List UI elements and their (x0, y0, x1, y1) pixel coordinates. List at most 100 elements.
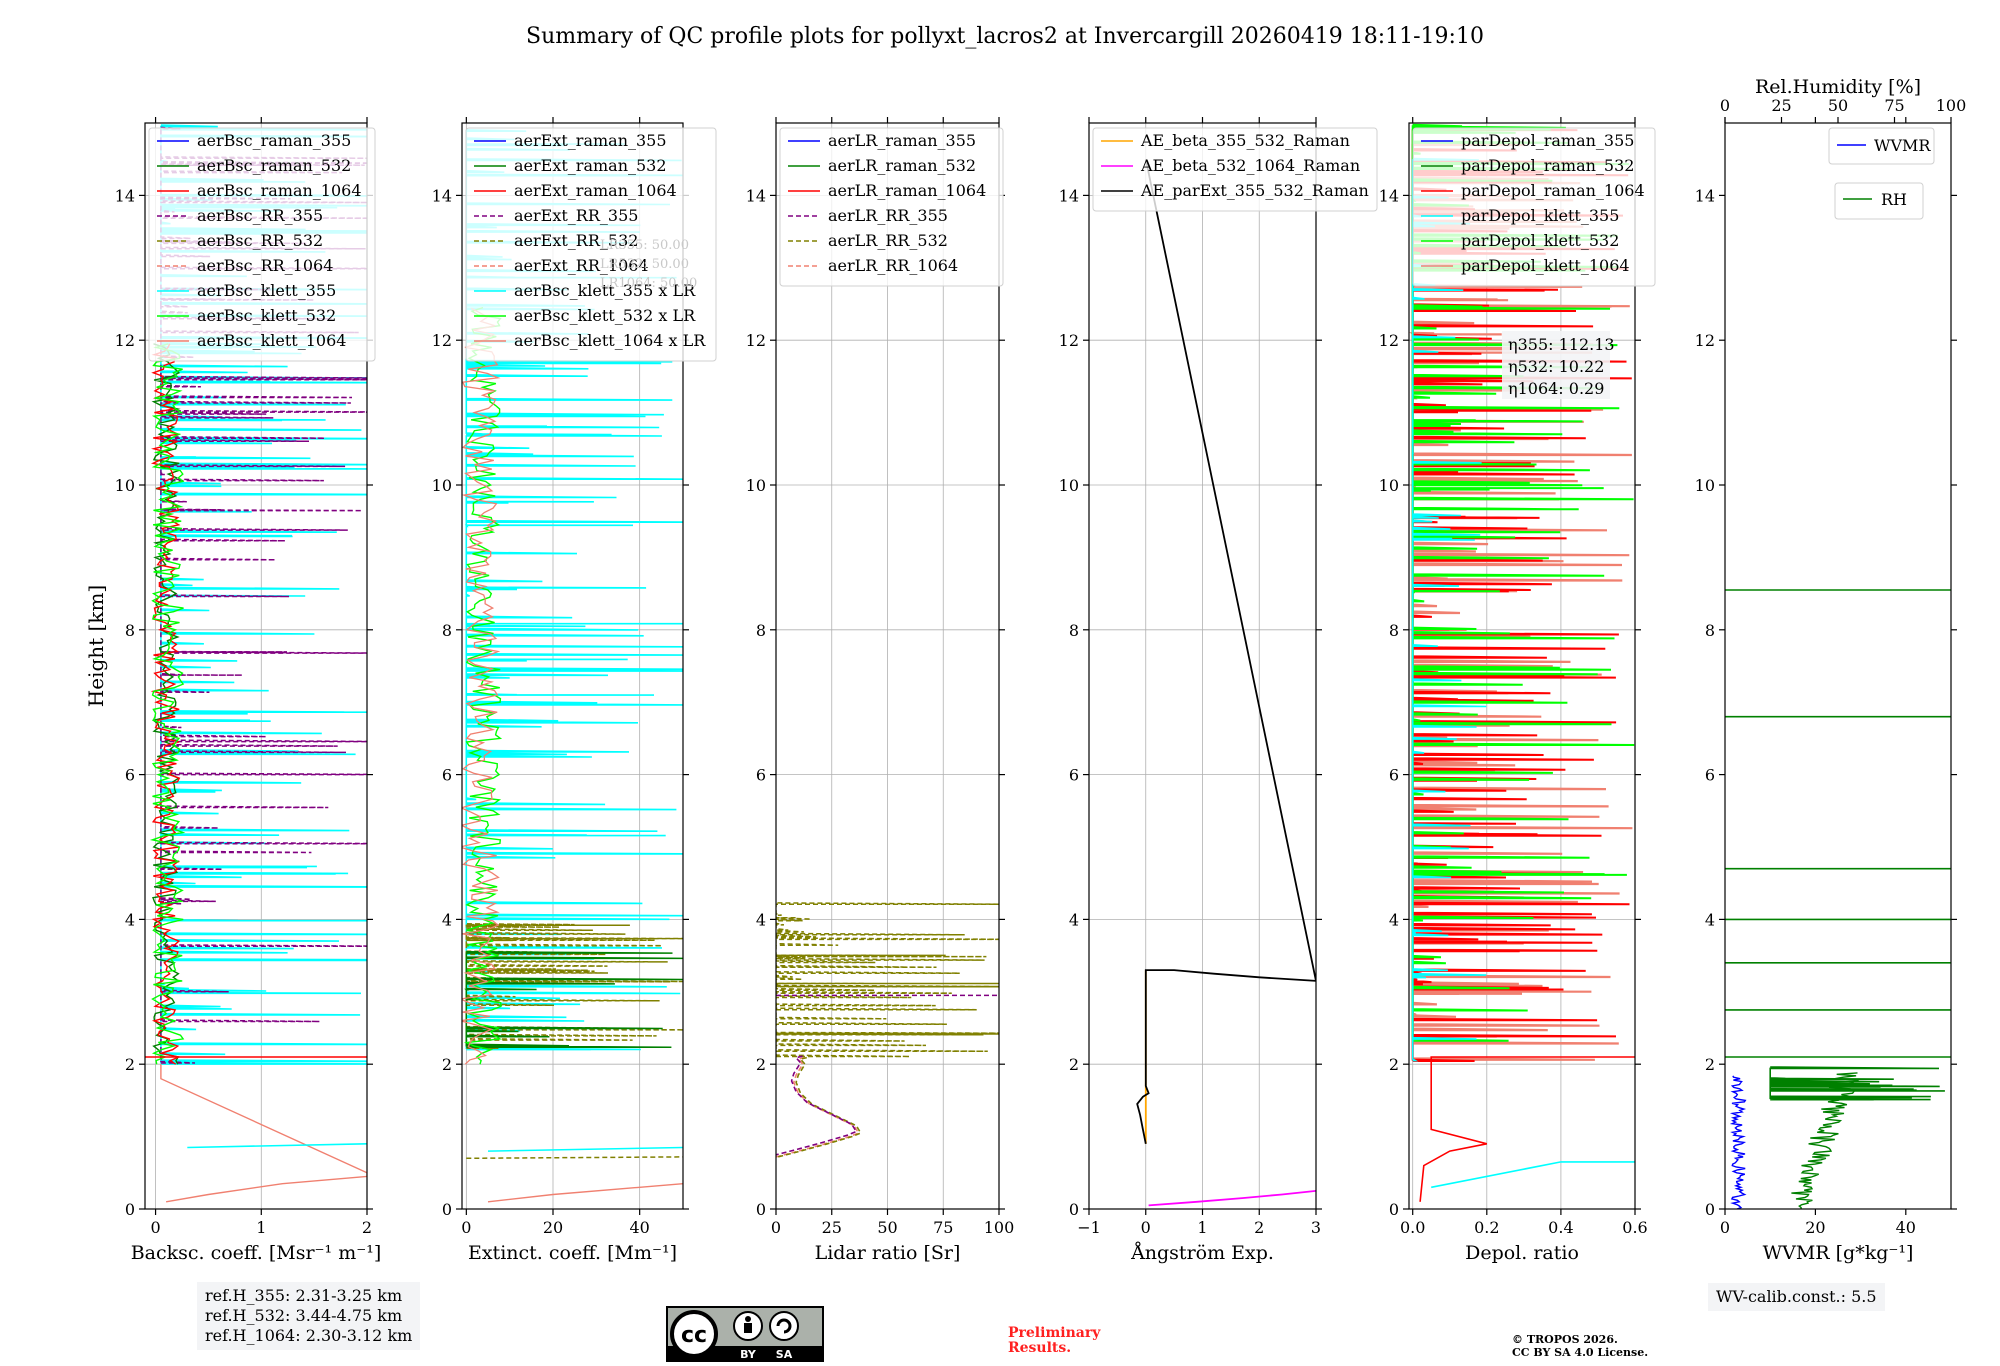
y-tick-label: 8 (442, 621, 452, 640)
lidar-ratio-note: LR1064: 50.00 (600, 276, 697, 291)
plot-area-lidar_ratio (776, 123, 999, 1209)
legend-lidar_ratio: aerLR_raman_355 aerLR_raman_532 aerLR_rama… (779, 127, 1004, 287)
legend-label: parDepol_raman_355 (1461, 131, 1634, 150)
wv-calib-text: WV-calib.const.: 5.5 (1716, 1287, 1877, 1306)
legend-label: RH (1881, 190, 1907, 209)
lidar-ratio-note: LR355: 50.00 (600, 238, 689, 253)
legend-label: aerBsc_klett_1064 x LR (514, 331, 706, 350)
top-x-tick-label: 0 (1720, 96, 1730, 115)
copyright-line-1: © TROPOS 2026. (1512, 1333, 1618, 1346)
legend-label: aerBsc_klett_355 (197, 281, 336, 300)
top-x-axis-label: Rel.Humidity [%] (1755, 76, 1921, 98)
series-ae-beta-532-1064-raman (1148, 1190, 1316, 1207)
legend-label: aerBsc_klett_532 x LR (514, 306, 696, 325)
y-tick-label: 10 (115, 476, 135, 495)
axes-frame (144, 122, 368, 1210)
legend-label: aerBsc_klett_355 x LR (514, 281, 696, 300)
y-tick-label: 2 (756, 1055, 766, 1074)
series-ae-parext-355-532-raman (1136, 159, 1316, 1144)
x-tick-label: 40 (629, 1218, 649, 1237)
legend-label: aerBsc_RR_532 (197, 231, 323, 250)
series-aerLR-RR-532-profile (777, 1056, 862, 1158)
legend-label: aerLR_raman_532 (828, 156, 976, 175)
lidar-ratio-note: LR532: 50.00 (600, 257, 689, 272)
legend-label: parDepol_klett_355 (1461, 206, 1619, 225)
x-tick-label: 1 (1197, 1218, 1207, 1237)
legend-box-wvmr (1828, 127, 1935, 165)
legend-label: aerBsc_klett_1064 (197, 331, 346, 350)
x-tick-label: 20 (543, 1218, 563, 1237)
preliminary-note: Preliminary Results. (1008, 1326, 1100, 1356)
y-tick-label: 12 (1695, 331, 1715, 350)
series-aerExt-raman-532 (464, 950, 683, 1049)
x-tick-label: 0.0 (1400, 1218, 1425, 1237)
y-tick-label: 6 (1069, 766, 1079, 785)
y-tick-label: 4 (442, 910, 452, 929)
x-axis-label: Backsc. coeff. [Msr⁻¹ m⁻¹] (131, 1242, 382, 1264)
y-tick-label: 8 (125, 621, 135, 640)
plot-area-depol (1409, 123, 1635, 1209)
x-tick-label: 20 (1805, 1218, 1825, 1237)
series-aerBsc-raman-532 (151, 343, 182, 1065)
legend-label: AE_beta_532_1064_Raman (1140, 156, 1360, 175)
x-tick-label: 2 (362, 1218, 372, 1237)
legend-box (148, 127, 376, 362)
y-tick-label: 14 (115, 186, 135, 205)
legend-depol: parDepol_raman_355 parDepol_raman_532 parD… (1412, 127, 1656, 287)
legend-box-rh (1834, 182, 1924, 220)
y-tick-label: 2 (125, 1055, 135, 1074)
y-tick-label: 6 (125, 766, 135, 785)
chart-panel-lidar_ratio: 0 25 50 75 100 0 2 4 6 8 10 12 14 Lidar ratio [Sr] aer… (746, 117, 1014, 1264)
legend-backscatter: aerBsc_raman_355 aerBsc_raman_532 aerBsc_r… (148, 127, 376, 362)
copyright-line-2: CC BY SA 4.0 License. (1512, 1346, 1649, 1359)
series-RH (1791, 1072, 1859, 1209)
x-axis-label: Ångström Exp. (1130, 1242, 1274, 1264)
ref-height-355: ref.H_355: 2.31-3.25 km (205, 1286, 403, 1305)
y-tick-label: 14 (1379, 186, 1399, 205)
legend-label: parDepol_klett_532 (1461, 231, 1619, 250)
x-axis-label: Depol. ratio (1465, 1242, 1579, 1264)
legend-label: aerLR_RR_532 (828, 231, 948, 250)
series-aerBsc-raman-1064 (150, 343, 182, 1065)
y-tick-label: 0 (125, 1200, 135, 1219)
x-tick-label: 25 (822, 1218, 842, 1237)
x-axis-label: Extinct. coeff. [Mm⁻¹] (468, 1242, 677, 1264)
x-tick-label: 2 (1254, 1218, 1264, 1237)
preliminary-line-1: Preliminary (1008, 1325, 1101, 1341)
axes-frame (1724, 122, 1952, 1210)
x-tick-label: 0.6 (1622, 1218, 1647, 1237)
y-tick-label: 10 (746, 476, 766, 495)
y-tick-label: 14 (746, 186, 766, 205)
top-x-tick-label: 100 (1936, 96, 1967, 115)
y-tick-label: 0 (1705, 1200, 1715, 1219)
series-parDepol-klett-355-low (1431, 1161, 1635, 1189)
preliminary-line-2: Results. (1008, 1340, 1072, 1356)
series-aerLR-RR-532 (776, 902, 999, 1058)
y-axis-label: Height [km] (84, 585, 108, 707)
eta-note-box (1502, 331, 1610, 399)
legend-label: aerBsc_raman_355 (197, 131, 351, 150)
chart-panel-depol: 0.0 0.2 0.4 0.6 0 2 4 6 8 10 12 14 Depol. ratio parDe… (1379, 117, 1656, 1264)
x-tick-label: 0 (461, 1218, 471, 1237)
y-tick-label: 6 (1389, 766, 1399, 785)
legend-label: aerBsc_RR_355 (197, 206, 323, 225)
svg-text:cc: cc (681, 1323, 707, 1348)
y-tick-label: 0 (1069, 1200, 1079, 1219)
cc-by-label: BY (740, 1348, 757, 1361)
y-tick-label: 2 (442, 1055, 452, 1074)
series-parDepol-raman-1064-low (1419, 1056, 1635, 1202)
legend-label: aerBsc_raman_532 (197, 156, 351, 175)
y-tick-label: 6 (756, 766, 766, 785)
eta-note: η532: 10.22 (1508, 357, 1604, 376)
series-aerExt-RR-low (466, 1156, 683, 1160)
legend-label: parDepol_raman_532 (1461, 156, 1634, 175)
legend-label: aerLR_raman_1064 (828, 181, 986, 200)
x-tick-label: −1 (1077, 1218, 1101, 1237)
top-x-tick-label: 50 (1828, 96, 1848, 115)
y-tick-label: 8 (756, 621, 766, 640)
legend-angstrom: AE_beta_355_532_Raman AE_beta_532_1064_Ra… (1092, 127, 1378, 212)
legend-label: aerExt_RR_355 (514, 206, 638, 225)
